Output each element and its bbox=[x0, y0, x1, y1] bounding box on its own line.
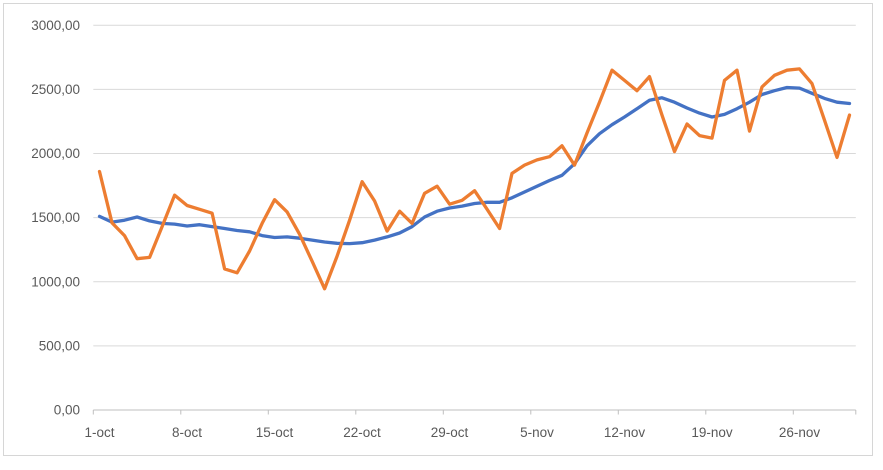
series-line-daily-values bbox=[97, 67, 852, 291]
x-axis-label: 22-oct bbox=[343, 425, 381, 440]
x-axis-label: 8-oct bbox=[172, 425, 202, 440]
y-axis-label: 500,00 bbox=[39, 338, 80, 353]
x-axis-label: 19-nov bbox=[691, 425, 733, 440]
x-axis-label: 26-nov bbox=[779, 425, 821, 440]
y-axis-label: 1000,00 bbox=[31, 274, 80, 289]
x-axis-label: 29-oct bbox=[431, 425, 469, 440]
y-axis-label: 0,00 bbox=[54, 403, 80, 418]
x-axis-label: 12-nov bbox=[604, 425, 646, 440]
x-axis-label: 1-oct bbox=[85, 425, 115, 440]
x-axis-label: 5-nov bbox=[520, 425, 554, 440]
series-line-smoothed-trend bbox=[97, 85, 852, 246]
y-axis-label: 2000,00 bbox=[31, 146, 80, 161]
y-axis-label: 3000,00 bbox=[31, 18, 80, 33]
chart-frame bbox=[3, 3, 873, 456]
y-axis-label: 1500,00 bbox=[31, 210, 80, 225]
y-axis-label: 2500,00 bbox=[31, 82, 80, 97]
x-axis-label: 15-oct bbox=[256, 425, 294, 440]
